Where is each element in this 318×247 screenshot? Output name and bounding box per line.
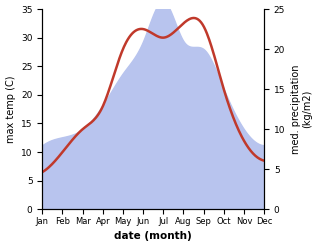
Y-axis label: med. precipitation
(kg/m2): med. precipitation (kg/m2) xyxy=(291,64,313,154)
X-axis label: date (month): date (month) xyxy=(114,231,192,242)
Y-axis label: max temp (C): max temp (C) xyxy=(5,75,16,143)
